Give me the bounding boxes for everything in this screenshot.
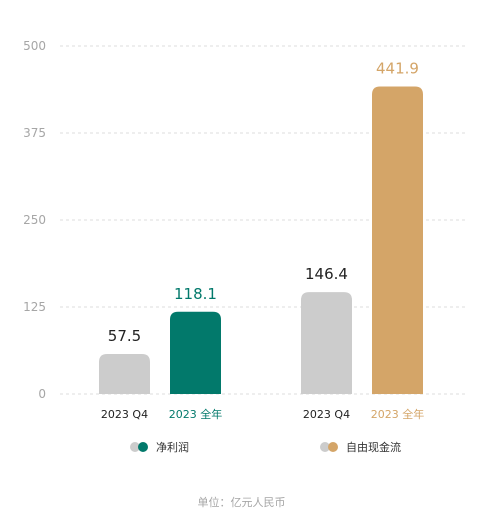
bar-0-1 — [170, 311, 221, 394]
value-label: 146.4 — [305, 265, 348, 283]
category-label: 2023 全年 — [169, 407, 223, 421]
bars — [99, 86, 423, 395]
category-label: 2023 Q4 — [303, 408, 350, 421]
y-axis-tick-labels: 0 125 250 375 500 — [23, 39, 46, 401]
value-labels: 57.5 118.1 146.4 441.9 — [108, 59, 419, 345]
legend-item: 自由现金流 — [320, 440, 401, 454]
bar-1-1 — [372, 86, 423, 395]
legend: 净利润 自由现金流 — [130, 440, 401, 454]
legend-swatch-neutral — [320, 442, 330, 452]
legend-label: 净利润 — [156, 440, 189, 454]
y-tick-label: 375 — [23, 126, 46, 140]
category-labels: 2023 Q4 2023 全年 2023 Q4 2023 全年 — [101, 407, 424, 421]
legend-swatch-neutral — [130, 442, 140, 452]
legend-item: 净利润 — [130, 440, 189, 454]
category-label: 2023 Q4 — [101, 408, 148, 421]
y-tick-label: 125 — [23, 300, 46, 314]
unit-note: 单位：亿元人民币 — [197, 496, 286, 509]
value-label: 118.1 — [174, 285, 217, 303]
y-tick-label: 0 — [38, 387, 46, 401]
legend-swatch-accent — [328, 442, 338, 452]
legend-label: 自由现金流 — [346, 440, 401, 454]
bar-0-0 — [99, 353, 150, 394]
y-tick-label: 500 — [23, 39, 46, 53]
bar-chart: 0 125 250 375 500 57.5 118.1 146.4 441.9 2023 Q… — [23, 39, 465, 454]
category-label: 2023 全年 — [371, 407, 425, 421]
value-label: 441.9 — [376, 59, 419, 77]
legend-swatch-accent — [138, 442, 148, 452]
bar-1-0 — [301, 292, 352, 394]
y-tick-label: 250 — [23, 213, 46, 227]
value-label: 57.5 — [108, 327, 141, 345]
